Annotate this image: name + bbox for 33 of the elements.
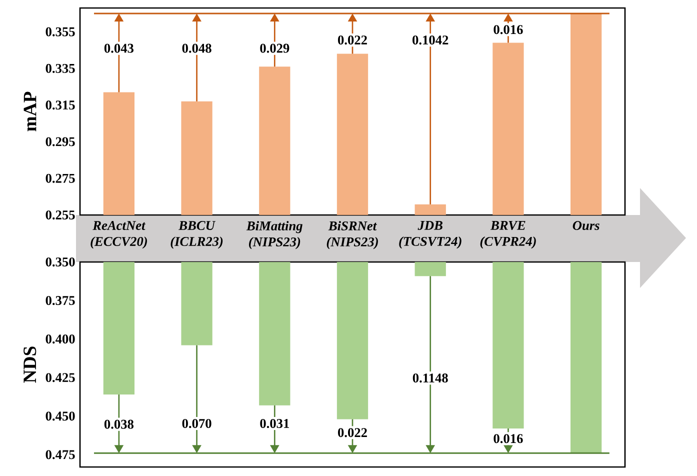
y-axis-title: NDS (24, 346, 36, 383)
annotation: 0.022 (338, 428, 367, 438)
y-tick-label: 0.375 (46, 296, 75, 305)
x-tick-label: BiMatting (NIPS23) (246, 220, 302, 250)
annotation: 0.038 (104, 420, 134, 429)
y-tick-label: 0.255 (46, 210, 75, 220)
x-tick-label: JDB (TCSVT24) (399, 220, 462, 249)
x-tick-label: BiSRNet (NIPS23) (326, 220, 378, 250)
y-tick-label: 0.425 (46, 373, 75, 382)
y-tick-label: 0.335 (46, 64, 75, 73)
annotation: 0.1148 (412, 373, 448, 383)
y-tick-label: 0.400 (46, 334, 75, 344)
annotation: 0.070 (182, 418, 212, 428)
annotation: 0.043 (104, 44, 134, 53)
annotation: 0.048 (182, 44, 212, 53)
annotation: 0.016 (494, 434, 523, 444)
y-tick-label: 0.315 (46, 100, 75, 110)
annotation: 0.031 (260, 418, 289, 428)
y-tick-label: 0.450 (46, 412, 75, 421)
y-tick-label: 0.350 (46, 257, 75, 266)
y-tick-label: 0.475 (46, 450, 75, 460)
x-tick-label: BBCU (ICLR23) (170, 220, 223, 249)
y-tick-label: 0.355 (46, 27, 75, 36)
x-tick-label: ReActNet (ECCV20) (90, 220, 147, 249)
annotation: 0.029 (260, 44, 290, 53)
y-tick-label: 0.275 (46, 174, 75, 183)
y-tick-label: 0.295 (46, 137, 75, 146)
x-tick-label: BRVE (CVPR24) (480, 220, 536, 249)
x-tick-label: Ours (572, 220, 600, 230)
annotation: 0.022 (338, 35, 367, 45)
annotation: 0.1042 (412, 35, 448, 45)
annotation: 0.016 (494, 25, 523, 34)
y-axis-title: mAP (24, 92, 36, 132)
